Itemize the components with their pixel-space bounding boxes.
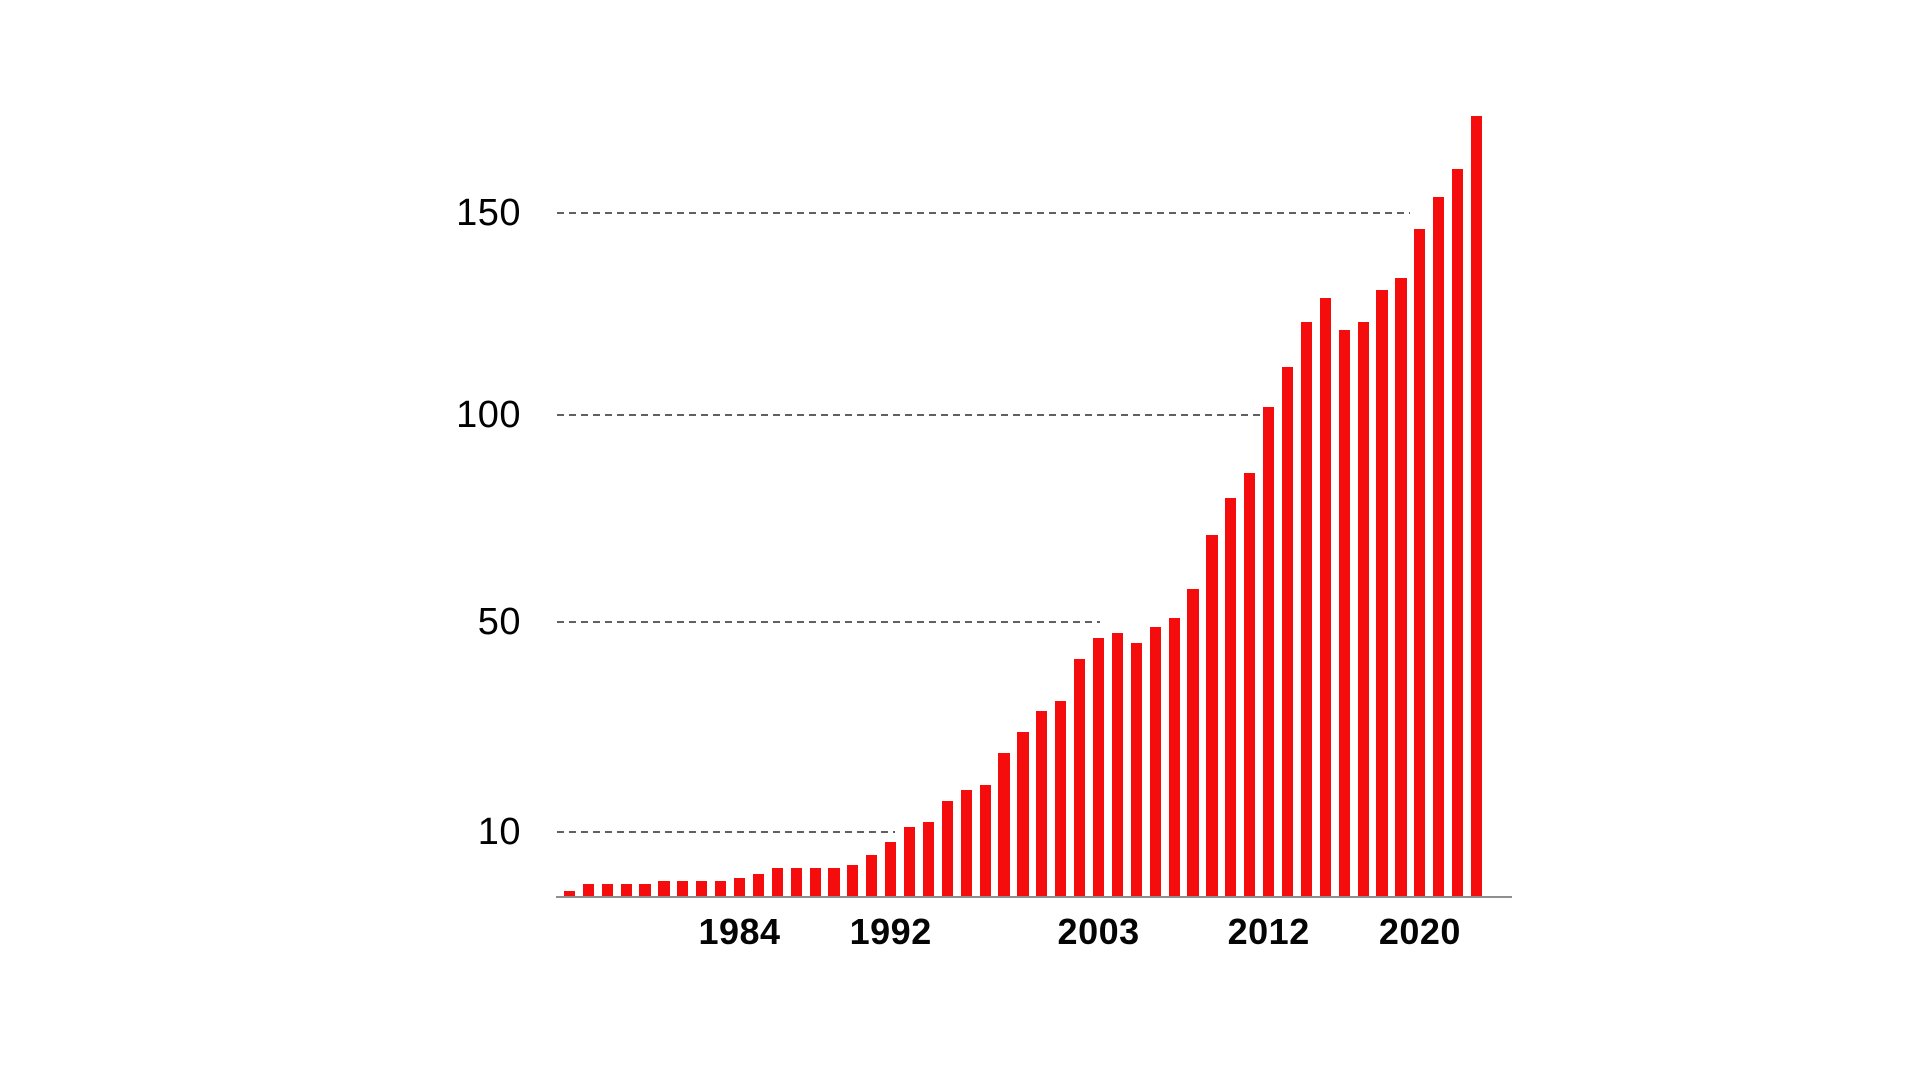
bar-1992: [885, 841, 897, 898]
bar-2014: [1300, 322, 1313, 897]
y-tick-label-150: 150: [456, 192, 521, 234]
bar-1984: [733, 877, 746, 897]
bar-2018: [1376, 289, 1388, 897]
y-tick-label-50: 50: [477, 601, 521, 643]
bar-1980: [658, 880, 670, 898]
bar-2003: [1092, 637, 1105, 898]
bar-1981: [677, 880, 689, 898]
bar-1996: [960, 790, 972, 897]
bar-1987: [790, 867, 802, 898]
bar-2022: [1452, 168, 1464, 897]
x-tick-label-2012: 2012: [1227, 911, 1310, 952]
x-tick-label-2020: 2020: [1378, 911, 1461, 952]
x-tick-label-1984: 1984: [698, 911, 781, 952]
x-tick-label-1992: 1992: [849, 911, 932, 952]
bar-1991: [866, 854, 878, 898]
bar-2010: [1225, 497, 1237, 897]
bar-1986: [771, 867, 783, 898]
bar-1993: [903, 826, 916, 898]
bar-1997: [979, 784, 991, 898]
bar-1995: [941, 800, 953, 897]
bar-1990: [847, 864, 859, 897]
bar-2015: [1319, 297, 1331, 897]
gridline-10: [557, 831, 895, 833]
bar-1977: [601, 884, 613, 897]
bar-2011: [1244, 473, 1256, 897]
bar-1994: [922, 821, 935, 897]
bar-1979: [639, 884, 651, 897]
bar-2000: [1036, 711, 1048, 898]
bar-1983: [715, 880, 727, 898]
bar-2019: [1395, 277, 1407, 897]
bar-1985: [752, 874, 765, 898]
bar-2006: [1149, 627, 1161, 898]
bar-2012: [1263, 406, 1275, 897]
bar-2021: [1433, 196, 1445, 897]
bar-2020: [1414, 229, 1426, 897]
bar-1978: [620, 884, 632, 897]
bar-1976: [582, 884, 594, 897]
bar-2001: [1055, 700, 1067, 898]
gridline-50: [557, 621, 1100, 623]
bar-1999: [1017, 732, 1029, 898]
x-tick-label-2003: 2003: [1057, 911, 1140, 952]
bar-2023: [1470, 116, 1483, 897]
bar-1975: [563, 890, 576, 897]
bar-2002: [1074, 658, 1086, 898]
bar-2013: [1281, 366, 1294, 897]
bar-2004: [1111, 632, 1124, 897]
x-axis-line: [556, 896, 1512, 898]
bar-2009: [1206, 535, 1218, 897]
bar-2007: [1168, 617, 1180, 897]
bar-1998: [998, 753, 1010, 898]
bar-2005: [1130, 643, 1142, 897]
bar-1989: [828, 867, 840, 898]
bar-1988: [809, 867, 821, 898]
bar-2016: [1338, 330, 1350, 897]
gridline-100: [557, 414, 1262, 416]
bar-2008: [1187, 588, 1199, 897]
gridline-150: [557, 212, 1410, 214]
bar-2017: [1357, 322, 1369, 897]
bar-1982: [696, 880, 708, 898]
y-tick-label-10: 10: [477, 811, 521, 853]
y-tick-label-100: 100: [456, 394, 521, 436]
